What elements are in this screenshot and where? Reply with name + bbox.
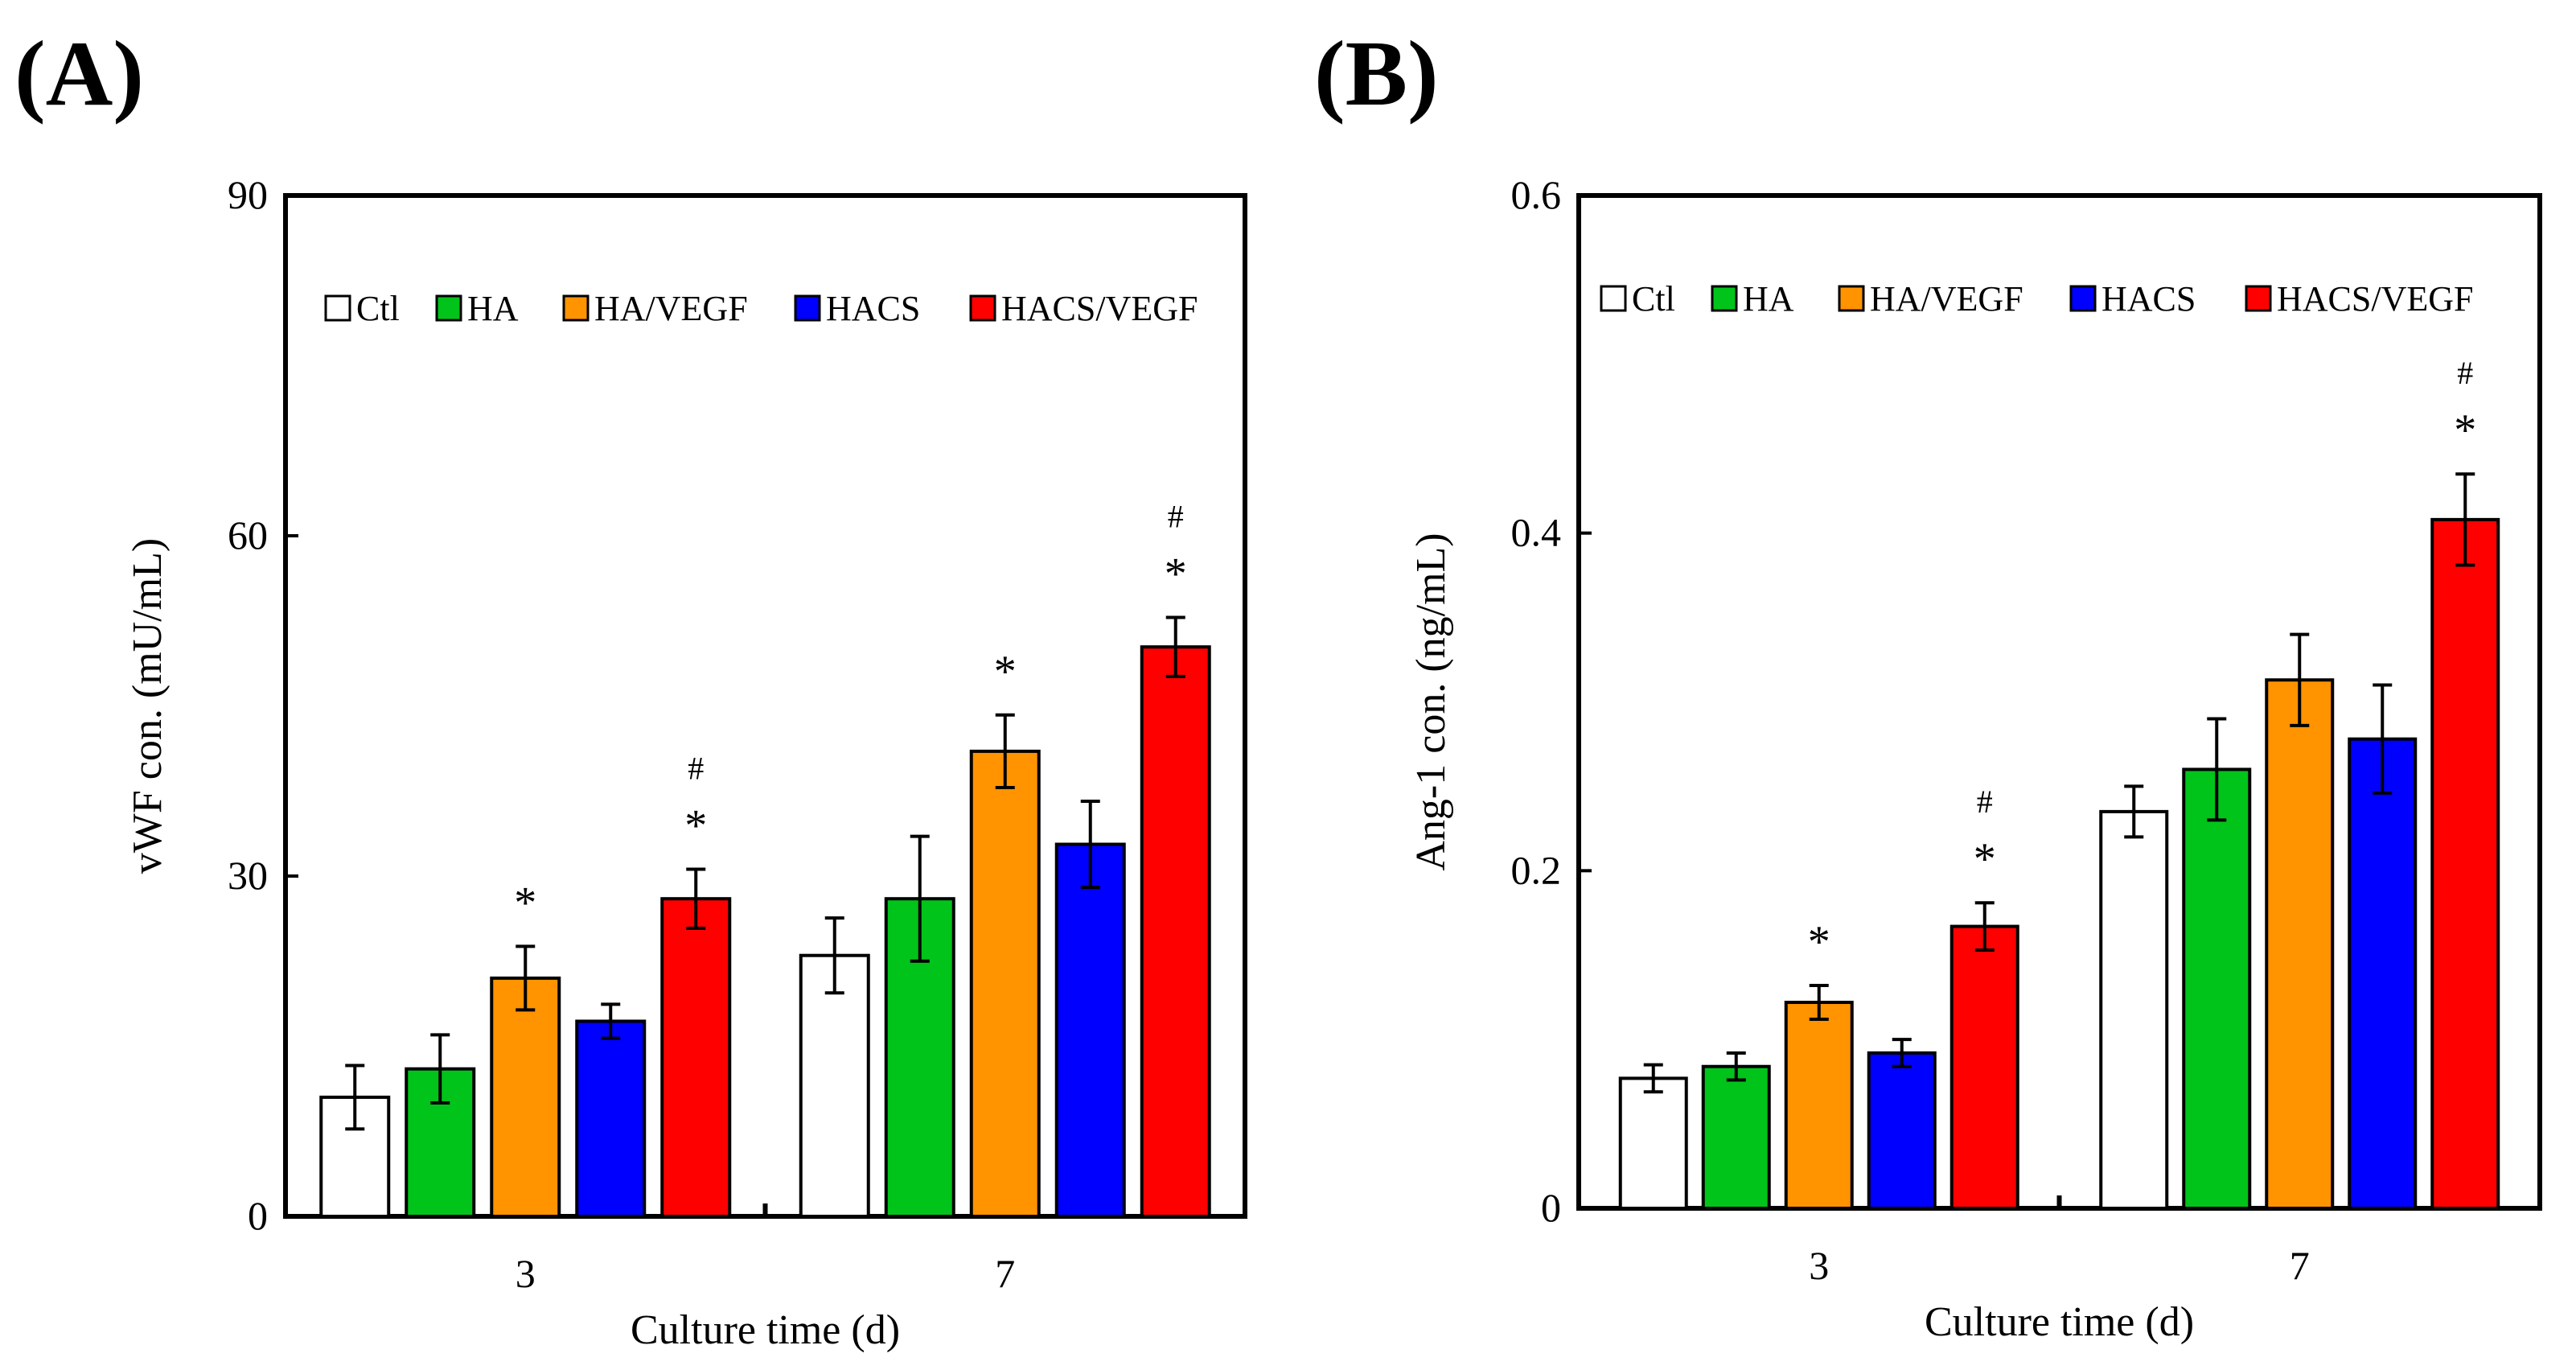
- y-tick-label: 90: [228, 172, 268, 217]
- chart-panel-a: (A) 0 30 60 90 * * #3 * * #7 Culture time (d) vWF co…: [0, 0, 1288, 1366]
- significance-star: *: [994, 647, 1017, 697]
- legend-swatch: [2245, 285, 2272, 312]
- bar-hacs-vegf-d3: [1949, 924, 2019, 1211]
- legend-label: HA/VEGF: [1870, 279, 2023, 319]
- bar-ctl-d3: [1618, 1076, 1688, 1211]
- bar-ha-vegf-d7: [2265, 678, 2335, 1210]
- bar-hacs-vegf-d7: [2430, 517, 2500, 1210]
- legend-label: HA: [1743, 279, 1794, 319]
- x-tick-label: 3: [1809, 1243, 1829, 1288]
- legend-label: HACS/VEGF: [1001, 289, 1198, 328]
- significance-star: *: [2454, 405, 2476, 455]
- y-tick-label: 30: [228, 853, 268, 898]
- legend-swatch: [1838, 285, 1865, 312]
- legend-label: Ctl: [1632, 279, 1675, 319]
- x-tick-label: 3: [516, 1251, 536, 1296]
- significance-star: *: [684, 801, 707, 851]
- bar-ctl-d7: [799, 953, 870, 1218]
- significance-star: *: [1974, 834, 1996, 884]
- y-axis-label: Ang-1 con. (ng/mL): [1408, 533, 1454, 870]
- y-axis-label: vWF con. (mU/mL): [125, 538, 171, 874]
- legend-swatch: [794, 294, 821, 322]
- significance-hash: #: [1168, 499, 1184, 535]
- bar-ha-d7: [884, 897, 955, 1218]
- legend-swatch: [435, 294, 462, 322]
- significance-star: *: [1808, 917, 1830, 967]
- panel-label: (B): [1314, 23, 1439, 125]
- y-tick-label: 0.2: [1511, 847, 1562, 892]
- legend-swatch: [1600, 285, 1627, 312]
- y-tick-label: 0.6: [1511, 172, 1562, 217]
- x-axis-label: Culture time (d): [1925, 1299, 2194, 1345]
- bar-ha-d3: [1701, 1064, 1771, 1210]
- legend-swatch: [969, 294, 996, 322]
- chart-panel-b: (B) 0 0.2 0.4 0.6 * * #3 * #7 Culture time (d) Ang-…: [1288, 0, 2576, 1366]
- legend-swatch: [324, 294, 351, 322]
- legend-swatch: [1711, 285, 1738, 312]
- panel-label: (A): [14, 23, 144, 125]
- bar-ha-vegf-d7: [969, 749, 1041, 1218]
- legend-label: HA: [467, 289, 519, 328]
- x-tick-label: 7: [995, 1251, 1015, 1296]
- legend-label: HACS: [826, 289, 920, 328]
- bar-hacs-d3: [575, 1019, 647, 1218]
- significance-hash: #: [2457, 355, 2473, 391]
- chart-svg-1: (B) 0 0.2 0.4 0.6 * * #3 * #7 Culture time (d) Ang-…: [1314, 23, 2542, 1345]
- legend-label: HA/VEGF: [594, 289, 748, 328]
- significance-star: *: [514, 878, 536, 928]
- bar-hacs-d3: [1867, 1051, 1937, 1211]
- legend-label: HACS: [2101, 279, 2196, 319]
- bar-ha-vegf-d3: [490, 976, 561, 1219]
- significance-hash: #: [1977, 784, 1993, 820]
- bar-hacs-d7: [2348, 737, 2418, 1210]
- chart-svg-0: (A) 0 30 60 90 * * #3 * * #7 Culture time (d) vWF co…: [14, 23, 1247, 1353]
- bar-ha-d7: [2182, 767, 2252, 1210]
- bar-hacs-d7: [1054, 842, 1126, 1219]
- y-tick-label: 0.4: [1511, 510, 1562, 555]
- significance-hash: #: [688, 751, 704, 787]
- bar-hacs-vegf-d7: [1140, 645, 1211, 1218]
- y-tick-label: 0: [1541, 1185, 1561, 1230]
- x-tick-label: 7: [2290, 1243, 2310, 1288]
- bar-ha-vegf-d3: [1784, 1001, 1854, 1210]
- bar-ctl-d7: [2099, 809, 2169, 1210]
- legend-swatch: [562, 294, 590, 322]
- significance-star: *: [1165, 549, 1187, 599]
- y-tick-label: 60: [228, 512, 268, 557]
- legend-label: HACS/VEGF: [2277, 279, 2474, 319]
- legend-label: Ctl: [356, 289, 400, 328]
- x-axis-label: Culture time (d): [631, 1307, 900, 1353]
- legend-swatch: [2069, 285, 2097, 312]
- y-tick-label: 0: [248, 1193, 268, 1238]
- bar-hacs-vegf-d3: [660, 897, 732, 1218]
